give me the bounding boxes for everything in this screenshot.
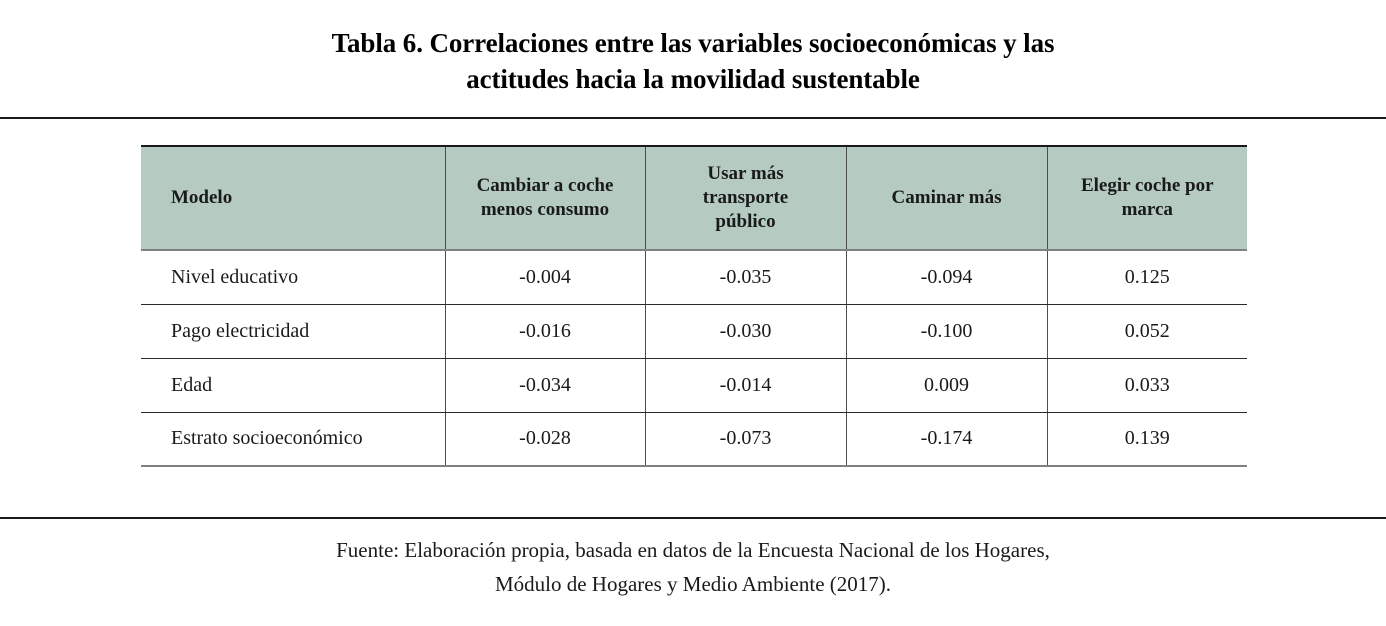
cell-value: 0.009 [845,358,1047,413]
column-header-cambiar-coche-line1: Cambiar a coche [476,175,614,197]
cell-value: 0.139 [1046,412,1247,467]
row-label: Estrato socioeconómico [141,412,445,467]
column-header-transporte-publico-line3: público [715,210,776,232]
cell-value: -0.094 [845,250,1047,305]
source-note: Fuente: Elaboración propia, basada en da… [0,533,1386,601]
column-header-modelo: Modelo [141,145,445,251]
horizontal-rule-bottom [0,517,1386,519]
cell-value: 0.033 [1046,358,1247,413]
row-label: Nivel educativo [141,250,445,305]
cell-value: -0.016 [444,304,645,359]
table-row: Nivel educativo -0.004 -0.035 -0.094 0.1… [141,250,1247,305]
page-title: Tabla 6. Correlaciones entre las variabl… [0,0,1386,97]
cell-value: -0.004 [444,250,645,305]
table-header: Modelo Cambiar a coche menos consumo Usa… [141,145,1247,251]
cell-value: -0.028 [444,412,645,467]
cell-value: -0.100 [845,304,1047,359]
source-line-1: Fuente: Elaboración propia, basada en da… [336,538,1050,562]
source-line-2: Módulo de Hogares y Medio Ambiente (2017… [494,572,892,597]
title-line-1: Tabla 6. Correlaciones entre las variabl… [331,28,1055,58]
column-header-transporte-publico: Usar más transporte público [644,145,846,251]
column-header-caminar-mas: Caminar más [845,145,1047,251]
column-header-elegir-coche-marca: Elegir coche por marca [1046,145,1247,251]
cell-value: 0.125 [1046,250,1247,305]
correlation-table: Modelo Cambiar a coche menos consumo Usa… [141,145,1247,467]
column-header-cambiar-coche-line2: menos consumo [480,199,610,220]
cell-value: -0.035 [644,250,846,305]
table-row: Pago electricidad -0.016 -0.030 -0.100 0… [141,304,1247,359]
table-row: Edad -0.034 -0.014 0.009 0.033 [141,358,1247,413]
cell-value: -0.030 [644,304,846,359]
column-header-elegir-coche-marca-line2: marca [1121,199,1173,220]
row-label: Edad [141,358,445,413]
cell-value: -0.174 [845,412,1047,467]
column-header-caminar-mas-line1: Caminar más [891,187,1002,209]
table-row: Estrato socioeconómico -0.028 -0.073 -0.… [141,412,1247,467]
table-header-row: Modelo Cambiar a coche menos consumo Usa… [141,145,1247,251]
title-line-2: actitudes hacia la movilidad sustentable [466,63,920,94]
cell-value: -0.014 [644,358,846,413]
column-header-elegir-coche-marca-line1: Elegir coche por [1080,175,1214,197]
table-body: Nivel educativo -0.004 -0.035 -0.094 0.1… [141,250,1247,467]
cell-value: 0.052 [1046,304,1247,359]
column-header-cambiar-coche: Cambiar a coche menos consumo [444,145,645,251]
horizontal-rule-top [0,117,1386,119]
column-header-transporte-publico-line2: transporte [702,187,789,209]
row-label: Pago electricidad [141,304,445,359]
cell-value: -0.073 [644,412,846,467]
column-header-transporte-publico-line1: Usar más [707,163,784,185]
cell-value: -0.034 [444,358,645,413]
correlation-table-container: Modelo Cambiar a coche menos consumo Usa… [141,145,1247,467]
column-header-modelo-label: Modelo [171,187,233,209]
